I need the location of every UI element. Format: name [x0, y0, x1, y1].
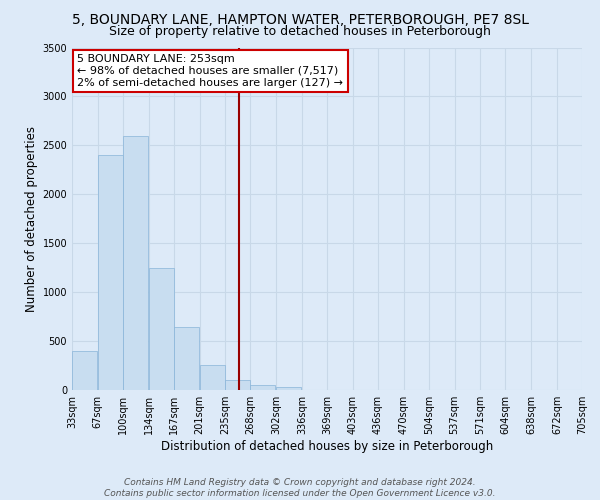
Bar [226, 380, 250, 390]
Bar [149, 268, 173, 390]
Bar [250, 385, 275, 390]
Bar [98, 155, 123, 390]
Text: Size of property relative to detached houses in Peterborough: Size of property relative to detached ho… [109, 25, 491, 38]
Bar [72, 351, 97, 390]
Bar [276, 387, 301, 390]
Y-axis label: Number of detached properties: Number of detached properties [25, 126, 38, 312]
Text: Contains HM Land Registry data © Crown copyright and database right 2024.
Contai: Contains HM Land Registry data © Crown c… [104, 478, 496, 498]
Bar [173, 328, 199, 390]
X-axis label: Distribution of detached houses by size in Peterborough: Distribution of detached houses by size … [161, 440, 493, 453]
Text: 5, BOUNDARY LANE, HAMPTON WATER, PETERBOROUGH, PE7 8SL: 5, BOUNDARY LANE, HAMPTON WATER, PETERBO… [71, 12, 529, 26]
Text: 5 BOUNDARY LANE: 253sqm
← 98% of detached houses are smaller (7,517)
2% of semi-: 5 BOUNDARY LANE: 253sqm ← 98% of detache… [77, 54, 343, 88]
Bar [199, 364, 224, 390]
Bar [123, 136, 148, 390]
